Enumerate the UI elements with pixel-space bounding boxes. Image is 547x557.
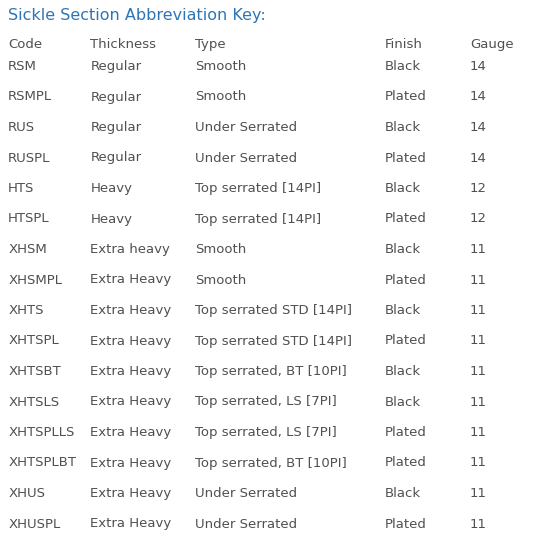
Text: Extra Heavy: Extra Heavy: [90, 273, 172, 286]
Text: 11: 11: [470, 335, 487, 348]
Text: Extra Heavy: Extra Heavy: [90, 517, 172, 530]
Text: Extra Heavy: Extra Heavy: [90, 335, 172, 348]
Text: 11: 11: [470, 395, 487, 408]
Text: XHTSBT: XHTSBT: [8, 365, 61, 378]
Text: 11: 11: [470, 487, 487, 500]
Text: Plated: Plated: [385, 426, 427, 439]
Text: XHUSPL: XHUSPL: [8, 517, 61, 530]
Text: Plated: Plated: [385, 335, 427, 348]
Text: Under Serrated: Under Serrated: [195, 121, 298, 134]
Text: Top serrated, LS [7PI]: Top serrated, LS [7PI]: [195, 395, 337, 408]
Text: 12: 12: [470, 213, 487, 226]
Text: Under Serrated: Under Serrated: [195, 152, 298, 164]
Text: Smooth: Smooth: [195, 273, 247, 286]
Text: Gauge: Gauge: [470, 38, 514, 51]
Text: Regular: Regular: [90, 152, 141, 164]
Text: RUSPL: RUSPL: [8, 152, 50, 164]
Text: RSMPL: RSMPL: [8, 90, 53, 104]
Text: Regular: Regular: [90, 121, 141, 134]
Text: Smooth: Smooth: [195, 90, 247, 104]
Text: XHTSPLBT: XHTSPLBT: [8, 457, 76, 470]
Text: Smooth: Smooth: [195, 243, 247, 256]
Text: 11: 11: [470, 365, 487, 378]
Text: Finish: Finish: [385, 38, 423, 51]
Text: XHTSLS: XHTSLS: [8, 395, 59, 408]
Text: Under Serrated: Under Serrated: [195, 517, 298, 530]
Text: RUS: RUS: [8, 121, 36, 134]
Text: 14: 14: [470, 152, 487, 164]
Text: Top serrated STD [14PI]: Top serrated STD [14PI]: [195, 304, 352, 317]
Text: Code: Code: [8, 38, 42, 51]
Text: HTSPL: HTSPL: [8, 213, 50, 226]
Text: 14: 14: [470, 90, 487, 104]
Text: Extra Heavy: Extra Heavy: [90, 395, 172, 408]
Text: Black: Black: [385, 365, 421, 378]
Text: XHUS: XHUS: [8, 487, 45, 500]
Text: Thickness: Thickness: [90, 38, 156, 51]
Text: Extra Heavy: Extra Heavy: [90, 365, 172, 378]
Text: 11: 11: [470, 426, 487, 439]
Text: 11: 11: [470, 273, 487, 286]
Text: Plated: Plated: [385, 90, 427, 104]
Text: Type: Type: [195, 38, 226, 51]
Text: Top serrated, LS [7PI]: Top serrated, LS [7PI]: [195, 426, 337, 439]
Text: 11: 11: [470, 304, 487, 317]
Text: Extra heavy: Extra heavy: [90, 243, 170, 256]
Text: 14: 14: [470, 60, 487, 73]
Text: XHSMPL: XHSMPL: [8, 273, 62, 286]
Text: Top serrated, BT [10PI]: Top serrated, BT [10PI]: [195, 457, 347, 470]
Text: Plated: Plated: [385, 457, 427, 470]
Text: XHSM: XHSM: [8, 243, 47, 256]
Text: Top serrated, BT [10PI]: Top serrated, BT [10PI]: [195, 365, 347, 378]
Text: Heavy: Heavy: [90, 182, 132, 195]
Text: Extra Heavy: Extra Heavy: [90, 457, 172, 470]
Text: Extra Heavy: Extra Heavy: [90, 304, 172, 317]
Text: Regular: Regular: [90, 90, 141, 104]
Text: Plated: Plated: [385, 273, 427, 286]
Text: Black: Black: [385, 182, 421, 195]
Text: Extra Heavy: Extra Heavy: [90, 487, 172, 500]
Text: Plated: Plated: [385, 517, 427, 530]
Text: Top serrated [14PI]: Top serrated [14PI]: [195, 213, 322, 226]
Text: Plated: Plated: [385, 213, 427, 226]
Text: Top serrated [14PI]: Top serrated [14PI]: [195, 182, 322, 195]
Text: Smooth: Smooth: [195, 60, 247, 73]
Text: Extra Heavy: Extra Heavy: [90, 426, 172, 439]
Text: Heavy: Heavy: [90, 213, 132, 226]
Text: 11: 11: [470, 517, 487, 530]
Text: 11: 11: [470, 243, 487, 256]
Text: Black: Black: [385, 243, 421, 256]
Text: 12: 12: [470, 182, 487, 195]
Text: Black: Black: [385, 304, 421, 317]
Text: Black: Black: [385, 395, 421, 408]
Text: Black: Black: [385, 121, 421, 134]
Text: HTS: HTS: [8, 182, 34, 195]
Text: Sickle Section Abbreviation Key:: Sickle Section Abbreviation Key:: [8, 8, 266, 23]
Text: Plated: Plated: [385, 152, 427, 164]
Text: Black: Black: [385, 487, 421, 500]
Text: Black: Black: [385, 60, 421, 73]
Text: XHTS: XHTS: [8, 304, 44, 317]
Text: XHTSPL: XHTSPL: [8, 335, 59, 348]
Text: 14: 14: [470, 121, 487, 134]
Text: Regular: Regular: [90, 60, 141, 73]
Text: RSM: RSM: [8, 60, 37, 73]
Text: XHTSPLLS: XHTSPLLS: [8, 426, 74, 439]
Text: Under Serrated: Under Serrated: [195, 487, 298, 500]
Text: 11: 11: [470, 457, 487, 470]
Text: Top serrated STD [14PI]: Top serrated STD [14PI]: [195, 335, 352, 348]
